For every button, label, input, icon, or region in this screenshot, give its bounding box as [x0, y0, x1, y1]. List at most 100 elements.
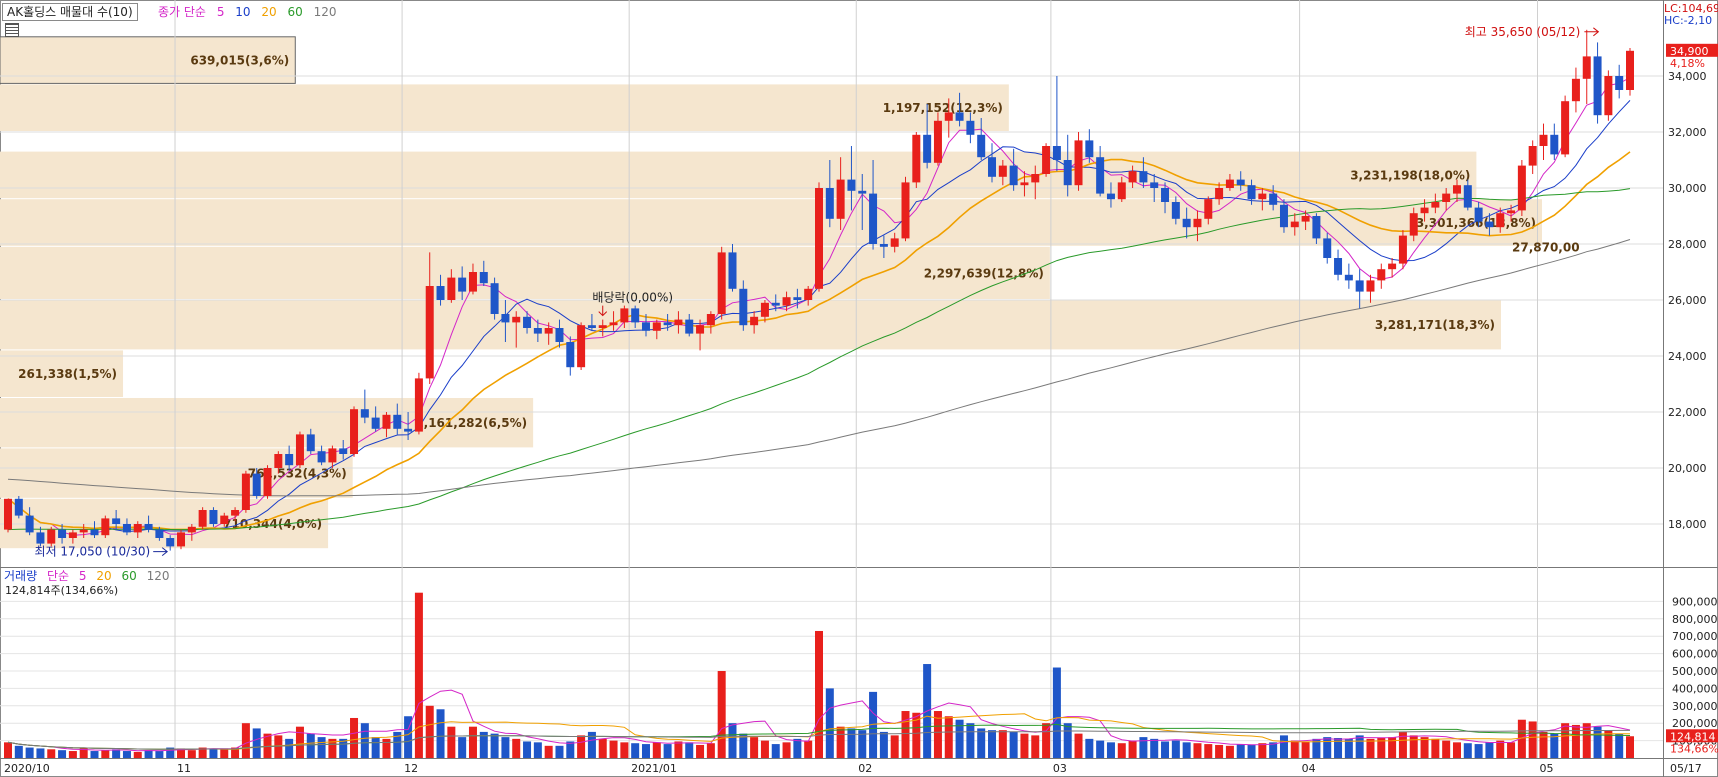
- volume-bar: [739, 733, 748, 758]
- volume-name: 거래량: [4, 569, 38, 583]
- candle-body: [4, 498, 12, 530]
- volume-bar: [663, 744, 672, 758]
- volume-bar: [1106, 742, 1115, 758]
- volume-bar: [1096, 740, 1105, 758]
- candle-body: [890, 238, 899, 247]
- candle-body: [674, 319, 683, 326]
- candle-body: [1496, 213, 1505, 228]
- dividend-arrow: [598, 305, 608, 317]
- candle-body: [1020, 182, 1029, 186]
- volume-bar: [912, 712, 921, 758]
- volume-bar: [68, 751, 77, 758]
- candle-body: [501, 314, 510, 323]
- candle-body: [782, 297, 791, 306]
- date-tick-label: 05/17: [1670, 762, 1702, 775]
- volume-bar: [1355, 735, 1364, 758]
- volume-bar: [468, 726, 477, 758]
- volume-bar: [274, 735, 283, 758]
- volume-bar: [1593, 726, 1602, 758]
- candle-body: [1582, 56, 1591, 79]
- volume-profile-label: 1,197,152(12,3%): [883, 101, 1003, 115]
- volume-bar: [544, 745, 553, 758]
- volume-bar: [241, 723, 250, 758]
- volume-bar: [122, 751, 131, 758]
- volume-bar: [1550, 733, 1559, 758]
- date-tick-label: 02: [858, 762, 872, 775]
- candle-body: [804, 288, 813, 300]
- candle-body: [717, 252, 726, 314]
- candle-body: [382, 414, 391, 429]
- volume-indicator-name: 단순: [46, 569, 70, 583]
- chart-title[interactable]: AK홀딩스 매물대 수(10): [2, 3, 138, 21]
- ma120-line: [7, 239, 1631, 497]
- candle-body: [1117, 182, 1126, 200]
- candle-body: [425, 286, 434, 379]
- volume-bar: [955, 719, 964, 758]
- volume-bar: [1582, 723, 1591, 758]
- grid-icon[interactable]: [5, 23, 19, 37]
- ma-period-10: 10: [235, 5, 251, 19]
- high-arrow: [1584, 27, 1600, 37]
- candle-body: [1150, 182, 1159, 188]
- candle-body: [1626, 50, 1634, 90]
- volume-bar: [825, 688, 834, 758]
- volume-bar: [631, 743, 640, 758]
- candle-body: [1344, 274, 1353, 281]
- candle-body: [1236, 179, 1245, 186]
- volume-bar: [1485, 742, 1494, 758]
- lc-value: LC:104,69: [1664, 2, 1718, 15]
- price-tick-label: 20,000: [1668, 462, 1707, 475]
- volume-bar: [1290, 740, 1299, 758]
- candle-body: [1615, 76, 1624, 90]
- volume-tick-label: 900,000: [1672, 595, 1718, 608]
- candle-body: [220, 515, 229, 524]
- candle-body: [685, 319, 694, 334]
- candle-body: [587, 325, 596, 328]
- candle-body: [1161, 188, 1170, 202]
- candle-body: [1074, 140, 1083, 186]
- volume-bar: [717, 671, 726, 758]
- price-tick-label: 30,000: [1668, 182, 1707, 195]
- volume-tick-label: 200,000: [1672, 717, 1718, 730]
- candle-body: [295, 434, 304, 466]
- candle-body: [533, 328, 542, 334]
- volume-profile-label: 3,301,366(18,8%): [1416, 216, 1536, 230]
- candle-body: [1269, 193, 1278, 205]
- volume-bar: [252, 728, 261, 758]
- volume-bar: [1236, 744, 1245, 758]
- volume-profile-label: 261,338(1,5%): [18, 367, 117, 381]
- volume-bar: [501, 737, 510, 758]
- ma60-line: [7, 188, 1631, 531]
- volume-bar: [25, 747, 34, 758]
- volume-bar: [306, 733, 315, 758]
- candle-body: [663, 322, 672, 326]
- candle-body: [1106, 193, 1115, 200]
- candle-body: [209, 510, 218, 524]
- volume-bar: [1161, 741, 1170, 758]
- candle-body: [122, 524, 131, 533]
- volume-bar: [187, 750, 196, 758]
- volume-bar: [1009, 731, 1018, 758]
- candle-body: [1517, 165, 1526, 211]
- volume-bar: [706, 743, 715, 758]
- candle-body: [1452, 185, 1461, 194]
- candle-body: [285, 454, 294, 466]
- candle-body: [1398, 235, 1407, 264]
- volume-bar: [652, 742, 661, 758]
- candle-body: [1571, 78, 1580, 102]
- volume-bar: [47, 749, 56, 758]
- candle-body: [58, 529, 67, 538]
- volume-profile-bar: [0, 350, 124, 397]
- volume-bar: [1571, 724, 1580, 758]
- volume-bar: [512, 738, 521, 758]
- candle-body: [1139, 171, 1148, 183]
- candle-body: [360, 409, 369, 418]
- volume-ma-60: 60: [121, 569, 137, 583]
- volume-bar: [696, 744, 705, 758]
- candle-body: [879, 244, 888, 247]
- candle-body: [187, 526, 196, 533]
- candle-body: [1442, 193, 1451, 202]
- volume-bar: [112, 749, 121, 758]
- candle-body: [1009, 165, 1018, 186]
